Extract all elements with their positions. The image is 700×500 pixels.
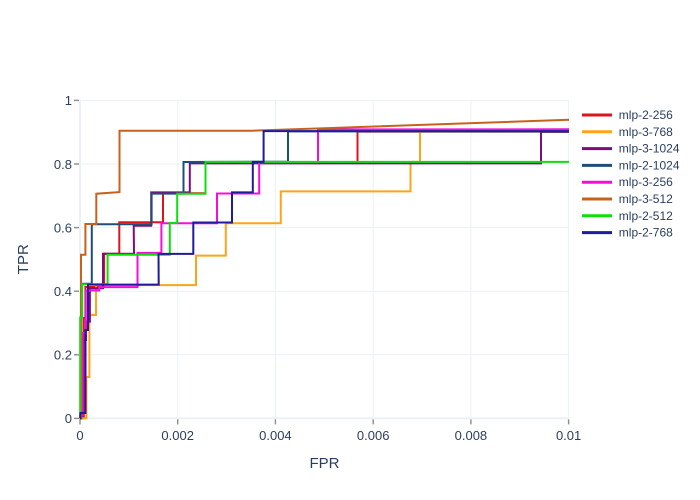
svg-text:0.8: 0.8 (54, 157, 72, 172)
svg-text:mlp-3-256: mlp-3-256 (619, 175, 673, 189)
svg-text:0.008: 0.008 (455, 428, 488, 443)
svg-text:0: 0 (76, 428, 83, 443)
svg-text:0.002: 0.002 (161, 428, 194, 443)
svg-text:0.6: 0.6 (54, 220, 72, 235)
svg-text:0.2: 0.2 (54, 348, 72, 363)
svg-text:mlp-2-512: mlp-2-512 (619, 209, 673, 223)
svg-text:mlp-2-768: mlp-2-768 (619, 226, 673, 240)
svg-text:1: 1 (65, 93, 72, 108)
svg-text:TPR: TPR (15, 244, 32, 274)
svg-text:FPR: FPR (310, 455, 340, 472)
svg-text:mlp-3-1024: mlp-3-1024 (619, 142, 680, 156)
svg-text:0: 0 (65, 411, 72, 426)
svg-text:mlp-2-1024: mlp-2-1024 (619, 158, 680, 172)
svg-text:0.4: 0.4 (54, 284, 72, 299)
svg-text:0.006: 0.006 (357, 428, 390, 443)
svg-text:0.004: 0.004 (259, 428, 292, 443)
svg-text:mlp-3-512: mlp-3-512 (619, 192, 673, 206)
svg-text:0.01: 0.01 (556, 428, 581, 443)
svg-text:mlp-2-256: mlp-2-256 (619, 108, 673, 122)
svg-text:mlp-3-768: mlp-3-768 (619, 125, 673, 139)
